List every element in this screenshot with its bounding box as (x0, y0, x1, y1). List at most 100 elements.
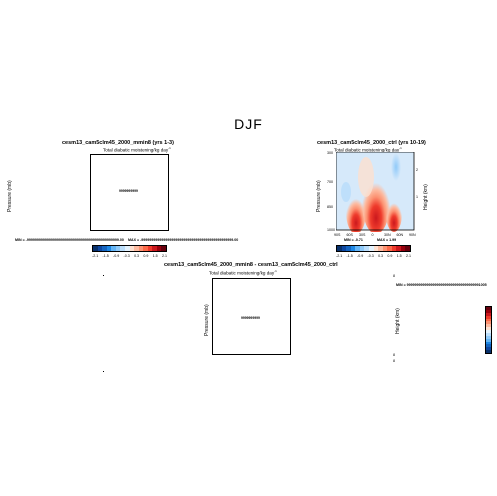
colorbar-swatch (486, 338, 491, 342)
panel2-title: cesm13_cam5clm45_2000_ctrl (yrs 10-19) (317, 140, 426, 146)
panel1-stray-mark (103, 275, 104, 276)
axis-tick-label: 0 (371, 233, 374, 237)
panel1-plot-area: 9999999999 (90, 154, 169, 231)
axis-tick-label: 300 (327, 151, 333, 155)
panel2-field-upper-positive (358, 157, 374, 197)
colorbar-swatch (486, 321, 491, 325)
panel2-field-negative-sh (341, 182, 351, 202)
colorbar-swatch (486, 330, 491, 333)
colorbar-label: 1.5 (396, 254, 402, 258)
axis-tick-label: 30S (359, 233, 366, 237)
panel2-ylabel: Pressure (mb) (316, 180, 322, 212)
panel2-y2label: Height (km) (423, 184, 429, 210)
colorbar-swatch (134, 246, 139, 251)
colorbar-swatch (486, 332, 491, 336)
colorbar-swatch (106, 246, 112, 251)
colorbar-swatch (486, 318, 491, 322)
panel2-frame (336, 152, 415, 231)
colorbar-swatch (364, 246, 369, 251)
panel3-stray-mark (103, 371, 104, 372)
colorbar-label: -2.1 (336, 254, 343, 258)
panel3-min-stat: MIN = 9999999999999999999999999999999999… (396, 283, 487, 287)
panel2-colorbar-labels: -2.1 -1.5 -0.9 -0.3 0.3 0.9 1.5 2.1 (336, 254, 411, 258)
colorbar-swatch (143, 246, 148, 251)
colorbar-label: 0.9 (143, 254, 149, 258)
colorbar-swatch (486, 347, 491, 351)
panel3-colorbar (485, 306, 492, 354)
panel2-max-stat: MAX = 1.99 (377, 238, 397, 242)
colorbar-swatch (124, 246, 130, 251)
colorbar-swatch (120, 246, 125, 251)
axis-tick-label: 60N (396, 233, 404, 237)
colorbar-swatch (382, 246, 388, 251)
colorbar-swatch (400, 246, 406, 251)
axis-tick-label: 8 (393, 353, 395, 357)
colorbar-label: -2.1 (92, 254, 99, 258)
panel3-ylabel: Pressure (mb) (204, 304, 210, 336)
figure-title: DJF (234, 116, 263, 132)
panel1-min-stat: MIN = -999999999999999999999999999999999… (15, 238, 124, 242)
colorbar-swatch (396, 246, 401, 251)
axis-tick-label: 60S (346, 233, 353, 237)
panel1-colorbar (92, 245, 167, 252)
colorbar-swatch (378, 246, 383, 251)
panel1-missing-text: 9999999999 (118, 189, 139, 193)
colorbar-swatch (93, 246, 98, 251)
colorbar-label: 0.9 (387, 254, 393, 258)
axis-tick-label: 30N (384, 233, 391, 237)
colorbar-swatch (161, 246, 166, 251)
colorbar-label: -1.5 (102, 254, 109, 258)
colorbar-label: -0.9 (357, 254, 364, 258)
axis-tick-label: 8 (393, 359, 395, 363)
colorbar-swatch (368, 246, 374, 251)
colorbar-swatch (147, 246, 153, 251)
axis-tick-label: 2 (416, 168, 418, 172)
panel2-colorbar (336, 245, 411, 252)
panel2-field-sh-midlat (346, 190, 366, 232)
panel1-colorbar-labels: -2.1 -1.5 -0.9 -0.3 0.3 0.9 1.5 2.1 (92, 254, 167, 258)
colorbar-label: 0.3 (378, 254, 384, 258)
panel2-field-negative-spot (391, 153, 401, 181)
colorbar-swatch (486, 341, 491, 345)
panel3-y2label: Height (km) (395, 308, 401, 334)
colorbar-label: -0.9 (113, 254, 120, 258)
axis-tick-label: 1000 (327, 228, 335, 232)
panel3-plot-area: 9999999999 (212, 278, 291, 355)
colorbar-swatch (486, 344, 491, 348)
axis-tick-label: 700 (327, 180, 333, 184)
colorbar-label: 1.5 (152, 254, 158, 258)
colorbar-swatch (486, 312, 491, 316)
axis-tick-label: 8 (393, 274, 395, 278)
colorbar-swatch (341, 246, 347, 251)
panel2-min-stat: MIN = -0.71 (344, 238, 363, 242)
colorbar-swatch (486, 327, 491, 330)
panel2-heatmap (336, 152, 415, 232)
colorbar-label: -0.3 (123, 254, 130, 258)
colorbar-swatch (486, 307, 491, 310)
colorbar-swatch (387, 246, 392, 251)
panel1-ylabel: Pressure (mb) (7, 180, 13, 212)
colorbar-swatch (486, 350, 491, 353)
colorbar-swatch (138, 246, 144, 251)
panel2-field-nh-midlat (386, 196, 402, 232)
colorbar-label: 0.3 (134, 254, 140, 258)
colorbar-swatch (405, 246, 410, 251)
panel1-max-stat: MAX = -999999999999999999999999999999999… (128, 238, 239, 242)
colorbar-swatch (337, 246, 342, 251)
colorbar-label: -1.5 (346, 254, 353, 258)
axis-tick-label: 90N (409, 233, 416, 237)
colorbar-swatch (486, 309, 491, 313)
colorbar-swatch (129, 246, 135, 251)
panel2-subtitle: Total diabatic moistening/kg day-1 (334, 146, 402, 153)
panel3-missing-text: 9999999999 (240, 316, 261, 320)
axis-tick-label: 850 (327, 205, 333, 209)
colorbar-swatch (346, 246, 351, 251)
colorbar-swatch (391, 246, 397, 251)
panel1-title: cesm13_cam5clm45_2000_mmin8 (yrs 1-3) (62, 140, 174, 146)
panel3-subtitle: Total diabatic moistening/kg day-1 (209, 269, 277, 276)
colorbar-swatch (102, 246, 107, 251)
axis-tick-label: 90S (334, 233, 341, 237)
panel1-subtitle: Total diabatic moistening/kg day-1 (103, 146, 171, 153)
colorbar-label: 2.1 (406, 254, 411, 258)
colorbar-swatch (486, 315, 491, 319)
